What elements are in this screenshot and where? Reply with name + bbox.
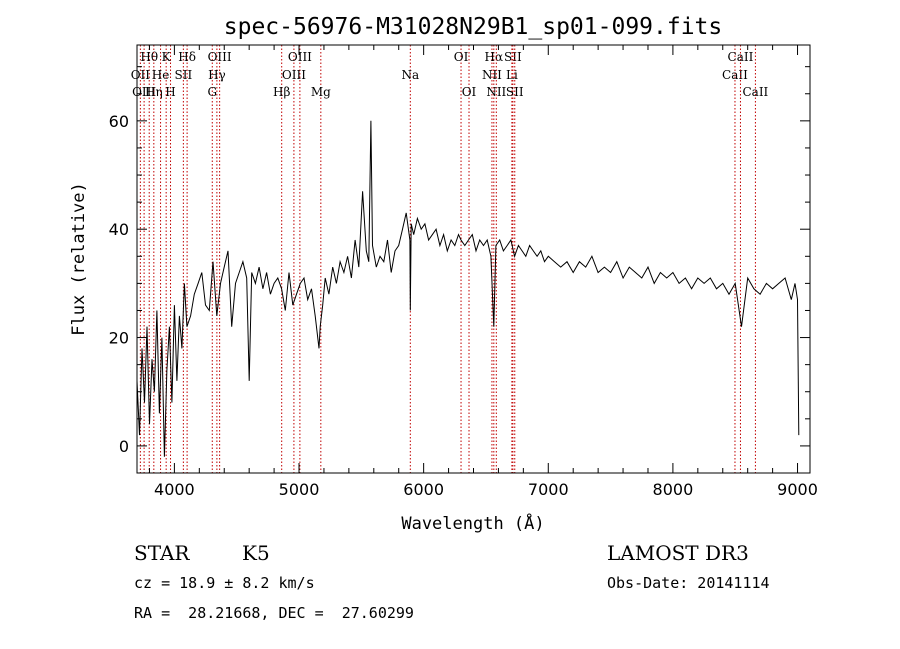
line-label-14: OIII [288,50,312,64]
plot-frame [136,44,811,474]
x-tick-label-0: 4000 [154,480,195,499]
line-label-1: OII [131,68,151,82]
line-label-3: Hη [145,85,163,99]
line-label-10: Hγ [208,68,226,82]
line-label-18: OI [462,85,477,99]
x-tick-label-1: 5000 [279,480,320,499]
line-label-27: CaII [742,85,768,99]
line-label-25: CaII [722,68,748,82]
spectral-line-markers: HθOIIOIIIHηHeKHSIIHδGHγOIIIHβOIIIOIIIMgN… [131,45,769,473]
line-label-26: CaII [728,50,754,64]
y-tick-label-0: 0 [119,437,129,456]
line-label-16: Na [401,68,419,82]
y-tick-label-2: 40 [109,220,129,239]
flux-series [136,120,800,457]
line-label-15: Mg [311,85,331,99]
line-label-8: Hδ [178,50,196,64]
line-label-17: OI [454,50,469,64]
line-label-24: SII [506,85,524,99]
line-label-7: SII [175,68,193,82]
line-label-22: Li [506,68,518,82]
x-tick-label-3: 7000 [528,480,569,499]
line-label-9: G [207,85,217,99]
line-label-23: SII [504,50,522,64]
axis-ticks: 4000 5000 6000 7000 8000 9000 0 20 40 60 [109,45,818,499]
x-tick-label-5: 9000 [777,480,818,499]
object-subclass: K5 [242,541,270,565]
line-label-11: OIII [208,50,232,64]
line-label-2: OIII [132,85,156,99]
y-tick-label-1: 20 [109,329,129,348]
redshift-cz: cz = 18.9 ± 8.2 km/s [134,574,315,592]
chart-title: spec-56976-M31028N29B1_sp01-099.fits [224,14,723,40]
survey-name: LAMOST DR3 [607,541,749,565]
line-label-6: H [165,85,175,99]
line-label-5: K [162,50,172,64]
series-flux-line [136,120,800,457]
line-label-19: NII [482,68,502,82]
object-class: STAR [134,541,190,565]
line-label-12: Hβ [273,85,290,99]
observation-date: Obs-Date: 20141114 [607,574,770,592]
x-tick-label-2: 6000 [403,480,444,499]
y-tick-label-3: 60 [109,112,129,131]
line-label-20: Hα [485,50,504,64]
line-label-21: NII [486,85,506,99]
x-axis-label: Wavelength (Å) [401,512,544,534]
line-label-4: He [152,68,170,82]
line-label-13: OIII [282,68,306,82]
y-axis-label: Flux (relative) [69,182,89,336]
ra-dec-coordinates: RA = 28.21668, DEC = 27.60299 [134,604,414,622]
line-label-0: Hθ [140,50,158,64]
x-tick-label-4: 8000 [653,480,694,499]
